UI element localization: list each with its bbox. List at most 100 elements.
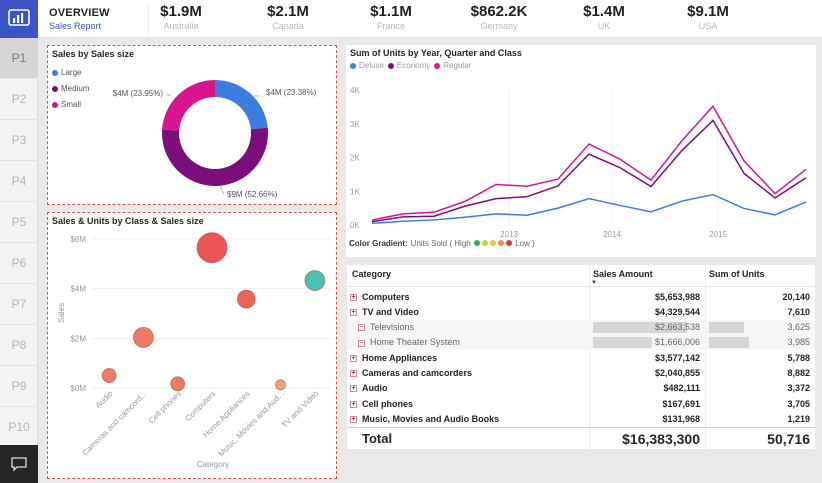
scatter-point[interactable]: [236, 289, 256, 309]
page-navigation-rail: P1 P2 P3 P4 P5 P6 P7 P8 P9 P10: [0, 0, 38, 483]
row-sales: $2,663,538: [654, 322, 700, 333]
legend-item-small[interactable]: Small: [52, 100, 81, 109]
page-tab-p10[interactable]: P10: [0, 407, 38, 448]
units-bar: [709, 336, 749, 348]
page-tab-p2[interactable]: P2: [0, 79, 38, 120]
scatter-point[interactable]: [133, 326, 154, 348]
kpi-label: USA: [698, 21, 718, 31]
table-row[interactable]: + Audio $482,111 3,372: [347, 381, 815, 396]
expand-icon[interactable]: +: [350, 385, 357, 393]
expand-icon[interactable]: +: [350, 400, 357, 408]
column-header-sum-of-units[interactable]: Sum of Units: [709, 269, 765, 279]
row-category: + Audio: [350, 383, 590, 393]
legend-item-medium[interactable]: Medium: [52, 84, 89, 93]
row-units: 3,705: [787, 398, 810, 409]
page-tab-p7[interactable]: P7: [0, 284, 38, 325]
page-tab-p5[interactable]: P5: [0, 202, 38, 243]
row-category: + Cell phones: [350, 399, 590, 409]
expand-icon[interactable]: +: [350, 293, 357, 301]
x-axis-title: Category: [197, 460, 229, 469]
page-tab-p8[interactable]: P8: [0, 325, 38, 366]
kpi-value: $862.2K: [470, 3, 528, 20]
page-tab-p1[interactable]: P1: [0, 38, 38, 79]
page-tab-p9[interactable]: P9: [0, 366, 38, 407]
y-axis-title: Sales: [57, 303, 66, 323]
row-sales: $131,968: [662, 413, 700, 424]
donut-chart-panel[interactable]: Sales by Sales size Large Medium Small $4M…: [47, 45, 337, 205]
column-header-sales-amount[interactable]: Sales Amount: [593, 269, 653, 279]
row-units: 3,625: [787, 322, 810, 333]
line-series-deluxe[interactable]: [371, 193, 807, 225]
scatter-point[interactable]: [170, 376, 186, 392]
page-tab-p4[interactable]: P4: [0, 161, 38, 202]
legend-item-regular[interactable]: Regular: [434, 61, 471, 70]
table-row[interactable]: + TV and Video $4,329,544 7,610: [347, 304, 815, 319]
donut-chart-title: Sales by Sales size: [52, 49, 135, 59]
donut-slice[interactable]: [162, 127, 268, 187]
row-sales: $4,329,544: [654, 306, 700, 317]
donut-slice[interactable]: [215, 80, 268, 130]
sales-bar: [593, 321, 687, 333]
expand-icon[interactable]: +: [350, 370, 357, 378]
legend-label: Large: [61, 68, 82, 77]
scatter-chart-panel[interactable]: Sales & Units by Class & Sales size $6M $…: [47, 212, 337, 479]
row-units: 3,985: [787, 337, 810, 348]
table-row[interactable]: + Home Appliances $3,577,142 5,788: [347, 350, 815, 365]
chat-icon[interactable]: [0, 445, 38, 483]
table-row[interactable]: + Cell phones $167,691 3,705: [347, 396, 815, 411]
row-category-label: Cell phones: [362, 398, 414, 409]
expand-icon[interactable]: +: [350, 416, 357, 424]
kpi-card: $9.1M USA: [658, 3, 758, 31]
table-subrow[interactable]: − Home Theater System $1,666,006 3,985: [347, 334, 815, 350]
row-sales: $2,040,855: [654, 368, 700, 378]
legend-item-large[interactable]: Large: [52, 68, 81, 77]
legend-label: Medium: [61, 84, 90, 93]
legend-dot: [387, 62, 394, 69]
expand-icon[interactable]: +: [350, 308, 357, 316]
scatter-point[interactable]: [275, 379, 286, 391]
collapse-icon[interactable]: −: [358, 324, 365, 332]
row-units: 7,610: [787, 306, 810, 317]
row-sales: $1,666,006: [654, 337, 700, 348]
table-subrow[interactable]: − Televisions $2,663,538 3,625: [347, 319, 815, 335]
donut-chart[interactable]: $4M (23.38%) $9M (52.66%) $4M (23.95%): [48, 46, 336, 204]
line-series-regular[interactable]: [371, 104, 807, 221]
donut-slice[interactable]: [162, 80, 215, 131]
collapse-icon[interactable]: −: [358, 339, 365, 347]
table-row[interactable]: + Music, Movies and Audio Books $131,968 1,…: [347, 411, 815, 426]
kpi-value: $1.9M: [160, 3, 202, 20]
row-sales: $3,577,142: [654, 352, 700, 363]
line-chart-panel[interactable]: Sum of Units by Year, Quarter and Class …: [346, 45, 816, 257]
row-units: 5,788: [787, 352, 810, 363]
table-row[interactable]: + Computers $5,653,988 20,140: [347, 289, 815, 304]
table-header-row: Category Sales Amount Sum of Units: [347, 265, 815, 287]
line-chart[interactable]: 4K 3K 2K 1K 0K 2013 2014 2015: [346, 45, 816, 257]
row-category-label: Cameras and camcorders: [362, 368, 473, 378]
line-chart-title: Sum of Units by Year, Quarter and Class: [350, 48, 522, 58]
gradient-dot: [505, 240, 512, 246]
scatter-point[interactable]: [196, 232, 228, 264]
legend-dot: [350, 62, 356, 69]
scatter-point[interactable]: [101, 368, 117, 383]
scatter-point[interactable]: [304, 270, 326, 291]
gradient-text: Units Sold: [410, 239, 448, 248]
column-header-category[interactable]: Category: [352, 269, 392, 279]
sort-descending-icon[interactable]: ▼: [591, 280, 597, 286]
legend-item-deluxe[interactable]: Deluxe: [350, 61, 384, 70]
line-series-economy[interactable]: [371, 119, 807, 223]
total-sales: $16,383,300: [622, 430, 700, 447]
kpi-label: UK: [597, 21, 611, 31]
table-row[interactable]: + Cameras and camcorders $2,040,855 8,882: [347, 366, 815, 381]
category-matrix-table: Category Sales Amount Sum of Units ▼ + Co…: [347, 265, 815, 449]
page-tab-p3[interactable]: P3: [0, 120, 38, 161]
scatter-chart-title: Sales & Units by Class & Sales size: [52, 216, 204, 226]
page-tab-p6[interactable]: P6: [0, 243, 38, 284]
x-tick-label: Audio: [94, 389, 115, 410]
donut-data-label: $9M (52.66%): [227, 190, 278, 199]
expand-icon[interactable]: +: [350, 354, 357, 362]
row-category-label: Home Theater System: [370, 337, 460, 348]
legend-item-economy[interactable]: Economy: [387, 61, 430, 70]
row-category: − Televisions: [350, 322, 590, 332]
y-tick-label: 2K: [350, 154, 360, 163]
